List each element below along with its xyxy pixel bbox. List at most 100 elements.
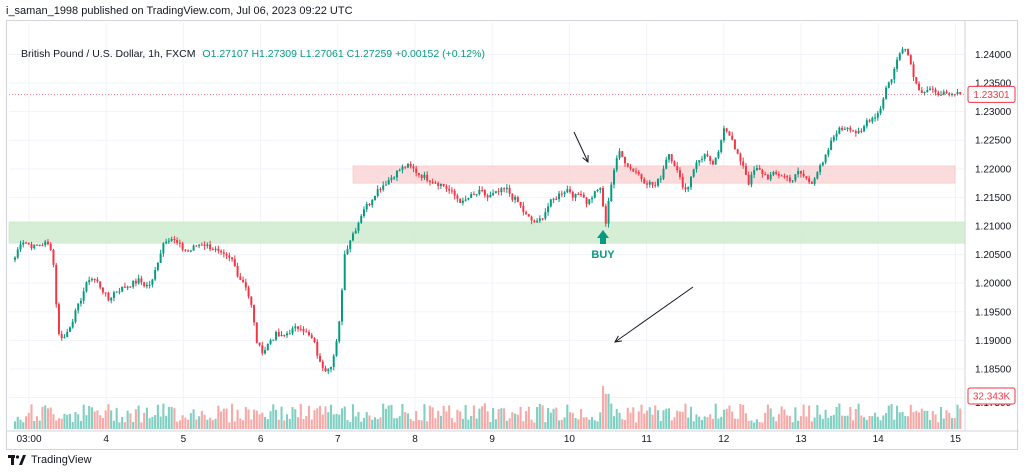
volume-bar	[346, 420, 349, 429]
chart-canvas[interactable]: 1.24000 1.23500 1.23000 1.22500 1.22000 1.215…	[7, 21, 1019, 451]
candle-body	[231, 257, 234, 260]
candle-body	[44, 241, 47, 246]
volume-bar	[324, 406, 327, 429]
candle-body	[555, 198, 558, 200]
volume-bar	[838, 403, 841, 429]
volume-bar	[569, 412, 572, 429]
volume-bar	[321, 414, 324, 429]
volume-bar	[783, 409, 786, 429]
candle-body	[299, 328, 302, 330]
volume-bar	[129, 413, 132, 429]
candle-body	[211, 249, 214, 251]
volume-bar	[772, 416, 775, 429]
volume-bar	[577, 419, 580, 429]
candle-body	[382, 185, 385, 190]
volume-bar	[846, 415, 849, 429]
volume-bar	[368, 415, 371, 429]
volume-bar	[307, 405, 311, 429]
volume-bar	[585, 417, 588, 429]
candle-body	[662, 168, 665, 179]
symbol-legend: British Pound / U.S. Dollar, 1h, FXCM O1…	[21, 48, 485, 60]
candle-body	[841, 127, 844, 130]
volume-bar	[63, 413, 66, 429]
candle-body	[709, 156, 712, 162]
candle-body	[16, 249, 19, 258]
volume-bar	[874, 412, 877, 429]
volume-bar	[909, 404, 912, 429]
volume-bar	[525, 411, 528, 429]
candle-body	[731, 135, 734, 140]
volume-bar	[351, 404, 355, 429]
time-tick-label: 4	[103, 434, 109, 445]
volume-bar	[722, 409, 725, 429]
volume-bar	[115, 408, 118, 429]
candle-body	[843, 128, 846, 130]
volume-bar	[27, 412, 30, 429]
volume-bar	[739, 404, 742, 429]
candle-body	[703, 154, 706, 160]
candle-body	[615, 158, 618, 170]
candle-body	[121, 286, 124, 292]
candle-body	[791, 180, 794, 182]
candle-body	[472, 194, 475, 196]
volume-bar	[264, 416, 267, 429]
volume-bar	[481, 406, 484, 429]
candle-body	[272, 339, 275, 341]
volume-bar	[819, 414, 822, 429]
volume-bar	[110, 410, 113, 429]
candle-body	[711, 161, 714, 165]
candle-body	[178, 242, 181, 244]
volume-bar	[395, 418, 398, 429]
volume-bar	[434, 418, 437, 429]
candle-body	[77, 303, 80, 311]
volume-bar	[327, 412, 330, 429]
candle-body	[343, 254, 346, 291]
candle-body	[799, 170, 802, 174]
volume-bar	[629, 412, 632, 429]
volume-bar	[417, 419, 420, 429]
candle-body	[162, 243, 165, 254]
volume-bar	[57, 418, 61, 429]
volume-bar	[648, 407, 651, 429]
volume-bar	[118, 422, 121, 429]
volume-bar	[607, 393, 610, 429]
candle-body	[233, 259, 236, 266]
volume-bar	[151, 416, 154, 429]
time-tick-label: 14	[873, 434, 885, 445]
volume-bar	[775, 421, 778, 429]
candle-body	[722, 128, 725, 141]
candle-body	[530, 216, 533, 221]
volume-bar	[728, 405, 731, 429]
volume-bar	[571, 412, 574, 429]
volume-bar	[934, 414, 937, 429]
volume-bar	[13, 421, 17, 429]
candle-body	[827, 149, 830, 155]
chart-frame[interactable]: 1.24000 1.23500 1.23000 1.22500 1.22000 1.215…	[6, 20, 1019, 451]
volume-bar	[338, 414, 341, 429]
candle-body	[415, 168, 418, 174]
volume-bar	[508, 418, 511, 429]
candle-body	[439, 183, 442, 186]
candle-body	[544, 212, 547, 219]
candle-body	[808, 178, 811, 183]
volume-bar	[714, 403, 717, 429]
candle-body	[896, 59, 899, 69]
candle-body	[217, 248, 220, 251]
candle-body	[294, 326, 297, 329]
candle-body	[885, 87, 888, 99]
candle-body	[635, 171, 637, 173]
candle-body	[63, 337, 66, 339]
candle-body	[931, 88, 934, 90]
candle-body	[475, 194, 478, 196]
candle-body	[30, 243, 33, 249]
candle-body	[332, 355, 335, 368]
volume-bar	[810, 421, 813, 429]
volume-bar	[799, 416, 802, 429]
candle-body	[362, 209, 365, 216]
volume-bar	[239, 418, 242, 429]
candle-body	[780, 175, 783, 177]
candle-body	[876, 113, 879, 118]
volume-bar	[744, 413, 747, 429]
volume-bar	[288, 418, 291, 429]
volume-bar	[604, 393, 607, 429]
